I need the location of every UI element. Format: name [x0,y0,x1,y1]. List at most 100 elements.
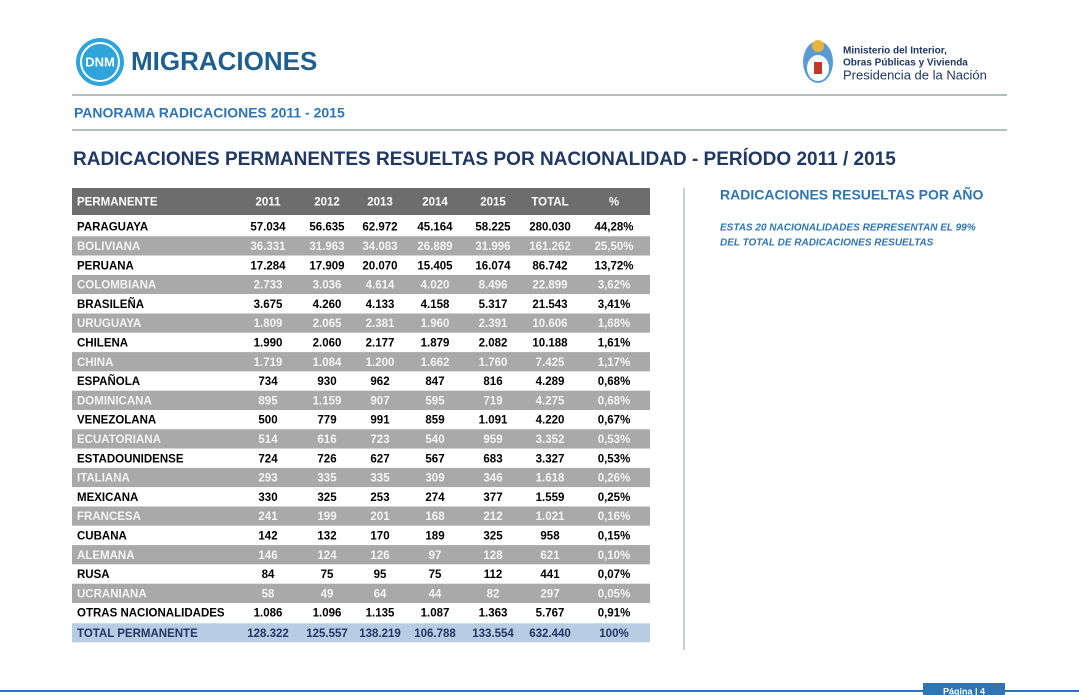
row-cell: 280.030 [529,222,571,234]
row-bg [72,506,650,526]
row-cell: 97 [429,550,442,562]
row-cell: 1.096 [313,608,342,620]
row-cell: 126 [370,550,389,562]
row-bg [72,371,650,391]
row-bg [72,236,650,256]
row-cell: 201 [370,511,390,523]
row-cell: 212 [483,511,502,523]
ministry-line: Obras Públicas y Vivienda [843,58,968,69]
ministry-line: Ministerio del Interior, [843,46,947,57]
row-cell: 325 [483,530,503,542]
logo-badge [76,38,124,86]
row-cell: 330 [258,492,277,504]
header-cell: 2012 [314,197,340,209]
row-label: FRANCESA [77,511,141,523]
row-cell: 962 [370,376,389,388]
row-cell: 57.034 [250,222,286,234]
row-cell: 907 [370,395,389,407]
logo-ring [80,42,120,82]
row-cell: 335 [317,473,337,485]
table: PERMANENTE 2011 2012 2013 2014 2015 TOTAL % PARA… [72,188,650,643]
row-cell: 734 [258,376,278,388]
row-label: UCRANIANA [77,588,147,600]
row-bg [72,525,650,546]
row-cell: 1.084 [313,357,342,369]
row-cell: 441 [540,569,560,581]
row-cell: 199 [317,511,336,523]
header-label: PERMANENTE [77,197,158,209]
row-cell: 1.559 [536,492,565,504]
row-cell: 377 [483,492,502,504]
row-label: ALEMANA [77,550,135,562]
row-cell: 124 [317,550,337,562]
total-cell: 632.440 [529,628,571,640]
row-cell: 1,17% [598,357,631,369]
row-cell: 4.289 [536,376,565,388]
row-bg [72,294,650,314]
row-cell: 3,41% [598,299,631,311]
row-label: OTRAS NACIONALIDADES [77,608,225,620]
row-cell: 1.618 [536,473,565,485]
row-cell: 1,68% [598,318,631,330]
row-cell: 1.662 [421,357,450,369]
row-cell: 10.188 [532,337,568,349]
row-cell: 595 [425,395,445,407]
row-cell: 0,53% [598,434,631,446]
row-cell: 1.879 [421,337,450,349]
footer-box [923,683,1005,695]
row-cell: 25,50% [594,241,633,253]
row-label: RUSA [77,569,110,581]
row-cell: 1.086 [254,608,283,620]
row-label: PARAGUAYA [77,222,148,234]
row-cell: 17.909 [309,260,344,272]
header-cell: TOTAL [531,197,568,209]
row-cell: 1.200 [366,357,395,369]
row-cell: 75 [321,569,334,581]
row-cell: 7.425 [536,357,565,369]
row-cell: 1.021 [536,511,565,523]
header-cell: 2014 [422,197,448,209]
header-cell: 2015 [480,197,506,209]
row-cell: 20.070 [362,260,397,272]
row-cell: 112 [484,569,503,581]
row-cell: 44 [429,588,442,600]
row-cell: 930 [317,376,336,388]
row-cell: 0,68% [598,395,631,407]
row-cell: 719 [483,395,502,407]
row-cell: 779 [317,415,336,427]
row-cell: 62.972 [362,222,397,234]
row-cell: 0,25% [598,492,631,504]
row-cell: 8.496 [479,280,508,292]
row-cell: 17.284 [250,260,286,272]
row-cell: 86.742 [532,260,567,272]
row-cell: 847 [425,376,444,388]
total-cell: 125.557 [306,628,348,640]
row-bg [72,255,650,275]
row-label: CUBANA [77,530,127,542]
row-cell: 4.158 [421,299,450,311]
header-cell: 2013 [367,197,393,209]
row-cell: 567 [425,453,444,465]
row-cell: 325 [317,492,337,504]
row-cell: 1.087 [421,608,450,620]
row-cell: 816 [483,376,502,388]
row-cell: 58.225 [475,222,511,234]
row-label: ITALIANA [77,473,130,485]
row-cell: 895 [258,395,278,407]
row-cell: 241 [258,511,278,523]
row-cell: 95 [374,569,387,581]
row-cell: 1.159 [313,395,342,407]
row-label: CHINA [77,357,113,369]
total-cell: 100% [599,628,628,640]
row-bg [72,545,650,565]
header-bg [72,188,650,215]
row-cell: 0,26% [598,473,631,485]
total-cell: 138.219 [359,628,401,640]
row-cell: 0,16% [598,511,631,523]
row-bg [72,217,650,237]
row-cell: 293 [258,473,277,485]
row-cell: 0,68% [598,376,631,388]
row-cell: 56.635 [309,222,345,234]
row-cell: 514 [258,434,278,446]
row-cell: 958 [540,530,560,542]
